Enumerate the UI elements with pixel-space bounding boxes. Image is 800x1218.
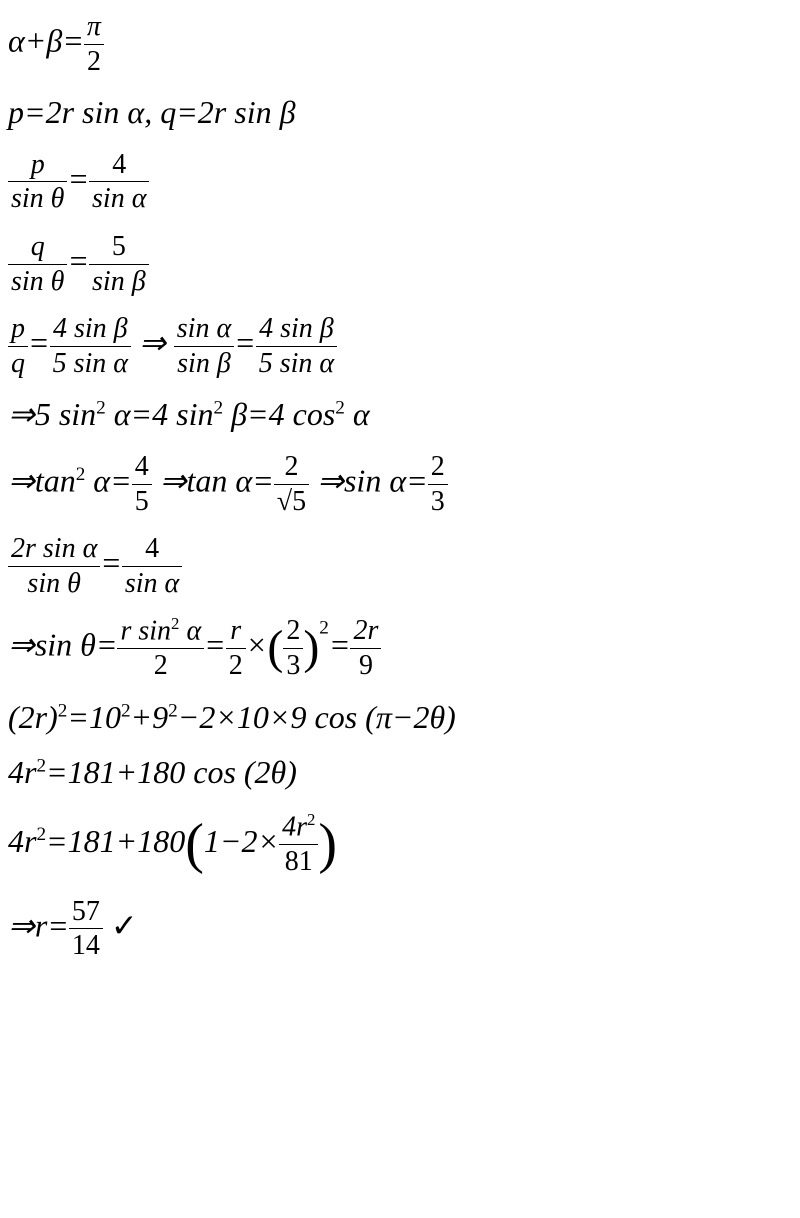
eq5-arrow: ⇒ — [131, 325, 174, 361]
eq12-frac1: 4r281 — [279, 810, 318, 879]
eq9-b: = — [204, 627, 226, 663]
eq9-rparen: ) — [303, 621, 319, 674]
eq5-eq1: = — [28, 325, 50, 361]
eq13-a: ⇒r= — [8, 907, 69, 943]
equation-13: ⇒r=5714 ✓ — [8, 895, 792, 963]
equation-9: ⇒sin θ=r sin2 α2=r2×(23)2=2r9 — [8, 614, 792, 683]
eq9-lparen: ( — [267, 621, 283, 674]
eq12-c: 1−2× — [204, 823, 279, 859]
eq12-a: 4r — [8, 823, 36, 859]
eq9-c: × — [246, 627, 268, 663]
eq5-frac4: 4 sin β5 sin α — [256, 312, 337, 380]
eq8-frac2: 4sin α — [122, 532, 182, 600]
equation-3: psin θ=4sin α — [8, 148, 792, 216]
eq12-b: =181+180 — [46, 823, 185, 859]
eq11-sup1: 2 — [36, 756, 46, 777]
eq2-text: p=2r sin α, q=2r sin β — [8, 94, 296, 130]
eq1-lhs: α+β= — [8, 22, 84, 58]
eq11-a: 4r — [8, 754, 36, 790]
eq10-b: =10 — [67, 699, 121, 735]
eq4-frac1: qsin θ — [8, 230, 67, 298]
eq10-c: +9 — [131, 699, 169, 735]
eq9-d: = — [329, 627, 351, 663]
eq3-frac1: psin θ — [8, 148, 67, 216]
equation-2: p=2r sin α, q=2r sin β — [8, 92, 792, 134]
eq6-b: α=4 sin — [106, 396, 214, 432]
eq6-a: ⇒5 sin — [8, 396, 96, 432]
eq12-sup1: 2 — [36, 824, 46, 845]
equation-8: 2r sin αsin θ=4sin α — [8, 532, 792, 600]
eq7-frac2: 2√5 — [274, 450, 309, 518]
eq10-d: −2×10×9 cos (π−2θ) — [178, 699, 456, 735]
eq4-eq: = — [67, 242, 89, 278]
eq8-frac1: 2r sin αsin θ — [8, 532, 100, 600]
eq7-frac1: 45 — [132, 450, 152, 518]
eq9-sup2: 2 — [319, 618, 329, 639]
eq6-c: β=4 cos — [223, 396, 335, 432]
eq6-d: α — [345, 396, 370, 432]
eq12-lparen: ( — [185, 813, 204, 875]
eq10-sup3: 2 — [168, 700, 178, 721]
equation-5: pq=4 sin β5 sin α ⇒ sin αsin β=4 sin β5 … — [8, 312, 792, 380]
eq7-a: ⇒tan — [8, 462, 76, 498]
eq5-frac1: pq — [8, 312, 28, 380]
eq10-sup2: 2 — [121, 700, 131, 721]
eq9-a: ⇒sin θ= — [8, 627, 117, 663]
eq9-frac4: 2r9 — [350, 614, 381, 682]
equation-6: ⇒5 sin2 α=4 sin2 β=4 cos2 α — [8, 394, 792, 436]
eq5-eq2: = — [234, 325, 256, 361]
eq4-frac2: 5sin β — [89, 230, 149, 298]
eq11-b: =181+180 cos (2θ) — [46, 754, 297, 790]
eq3-frac2: 4sin α — [89, 148, 149, 216]
eq13-frac1: 5714 — [69, 895, 103, 963]
eq3-eq: = — [67, 160, 89, 196]
eq1-frac: π2 — [84, 10, 104, 78]
equation-12: 4r2=181+180(1−2×4r281) — [8, 808, 792, 881]
eq7-sup1: 2 — [76, 464, 86, 485]
equation-1: α+β=π2 — [8, 10, 792, 78]
eq7-frac3: 23 — [428, 450, 448, 518]
eq5-frac2: 4 sin β5 sin α — [50, 312, 131, 380]
eq8-eq: = — [100, 545, 122, 581]
eq6-sup2: 2 — [213, 398, 223, 419]
equation-4: qsin θ=5sin β — [8, 230, 792, 298]
equation-10: (2r)2=102+92−2×10×9 cos (π−2θ) — [8, 697, 792, 739]
equation-7: ⇒tan2 α=45 ⇒tan α=2√5 ⇒sin α=23 — [8, 450, 792, 518]
eq7-b: α= — [85, 462, 131, 498]
eq7-d: ⇒sin α= — [309, 462, 428, 498]
eq6-sup1: 2 — [96, 398, 106, 419]
eq6-sup3: 2 — [335, 398, 345, 419]
eq5-frac3: sin αsin β — [174, 312, 234, 380]
eq9-frac3: 23 — [283, 614, 303, 682]
equation-11: 4r2=181+180 cos (2θ) — [8, 752, 792, 794]
checkmark-icon: ✓ — [103, 907, 138, 943]
eq7-c: ⇒tan α= — [152, 462, 274, 498]
eq10-a: (2r) — [8, 699, 58, 735]
eq9-frac1: r sin2 α2 — [117, 614, 204, 683]
eq12-rparen: ) — [318, 813, 337, 875]
eq10-sup1: 2 — [58, 700, 68, 721]
eq9-frac2: r2 — [226, 614, 246, 682]
